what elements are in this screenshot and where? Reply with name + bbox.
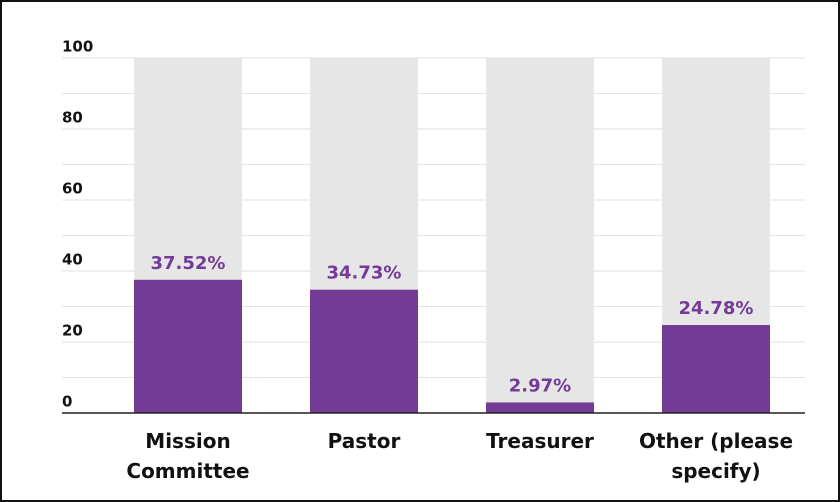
y-tick-label: 0 xyxy=(62,393,72,411)
bar xyxy=(310,289,418,413)
data-label: 34.73% xyxy=(327,263,402,284)
data-label: 37.52% xyxy=(151,253,226,274)
data-label: 24.78% xyxy=(679,298,754,319)
y-tick-label: 20 xyxy=(62,322,83,340)
y-tick-label: 100 xyxy=(62,38,93,56)
y-tick-label: 60 xyxy=(62,180,83,198)
bar xyxy=(662,325,770,413)
x-tick-label: Mission Committee xyxy=(126,429,250,483)
bar xyxy=(486,402,594,413)
x-tick-label: Treasurer xyxy=(486,429,594,453)
bar xyxy=(134,279,242,413)
y-tick-label: 80 xyxy=(62,109,83,127)
data-label: 2.97% xyxy=(509,375,571,396)
x-tick-label: Other (please specify) xyxy=(638,429,794,483)
bar-background xyxy=(486,58,594,413)
y-tick-label: 40 xyxy=(62,251,83,269)
x-tick-label: Pastor xyxy=(327,429,401,453)
